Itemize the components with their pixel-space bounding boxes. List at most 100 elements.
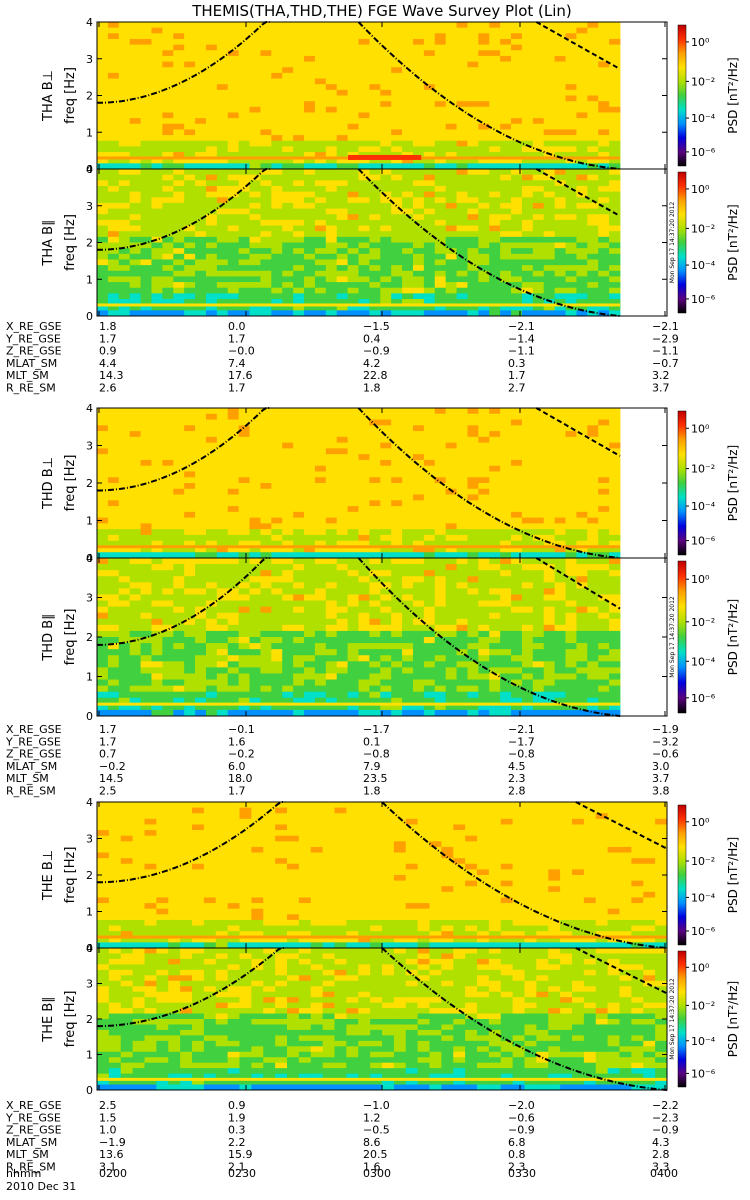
- orbit-value: −0.0: [228, 345, 255, 358]
- colorbar-label: PSD [nT²/Hz]: [726, 57, 740, 133]
- orbit-value: 7.9: [363, 760, 381, 773]
- orbit-table-the: X_RE_GSE 2.5 0.9 −1.0 −2.0 −2.2 Y_RE_GSE 1.5 1.9…: [5, 1099, 679, 1174]
- orbit-value: −0.6: [508, 1111, 535, 1124]
- y-tick-label: 1: [86, 126, 93, 139]
- colorbar-tick-label: 10⁻⁴: [691, 112, 716, 125]
- orbit-row-name: Z_RE_GSE: [6, 1124, 62, 1137]
- orbit-value: −0.5: [363, 1124, 390, 1137]
- orbit-value: 7.4: [228, 357, 246, 370]
- spectrogram-panel-tha-par: 0 1 2 3 4 THA B∥ freq [Hz] 10⁰ 10⁻² 10⁻⁴ 10⁻⁶ PSD […: [41, 163, 740, 323]
- orbit-value: 1.9: [228, 1111, 246, 1124]
- orbit-row-name: MLAT_SM: [6, 1136, 57, 1149]
- orbit-value: 4.3: [652, 1136, 670, 1149]
- orbit-value: −0.9: [363, 345, 390, 358]
- time-axis-label: hhmm: [6, 1167, 41, 1180]
- orbit-value: 2.8: [652, 1148, 670, 1161]
- y-tick-label: 4: [86, 552, 93, 565]
- orbit-value: 3.2: [652, 369, 670, 382]
- orbit-row-name: R_RE_SM: [6, 785, 56, 798]
- orbit-table-tha: X_RE_GSE 1.8 0.0 −1.5 −2.1 −2.1 Y_RE_GSE 1.7 1.7…: [5, 320, 679, 395]
- y-tick-label: 1: [86, 906, 93, 919]
- orbit-value: −1.4: [508, 332, 535, 345]
- y-tick-label: 1: [86, 515, 93, 528]
- y-tick-label: 0: [86, 163, 93, 176]
- y-tick-label: 0: [86, 942, 93, 955]
- orbit-value: 23.5: [363, 772, 388, 785]
- orbit-value: −3.2: [652, 735, 679, 748]
- orbit-value: 14.5: [99, 772, 124, 785]
- orbit-value: 20.5: [363, 1148, 388, 1161]
- orbit-value: 1.7: [228, 332, 246, 345]
- colorbar: [677, 950, 687, 1088]
- orbit-value: 3.7: [652, 772, 670, 785]
- freq-axis-label: freq [Hz]: [63, 455, 78, 512]
- time-tick-label: 0400: [650, 1167, 678, 1180]
- orbit-value: 0.1: [363, 735, 381, 748]
- panel-label: THE B∥: [41, 996, 56, 1042]
- orbit-value: 0.4: [363, 332, 381, 345]
- colorbar-label: PSD [nT²/Hz]: [726, 445, 740, 521]
- time-tick-label: 0200: [99, 1167, 127, 1180]
- colorbar-tick-label: 10⁻⁴: [691, 1035, 716, 1048]
- panel-label: THD B⊥: [41, 457, 56, 510]
- orbit-value: −2.1: [508, 723, 535, 736]
- orbit-row-name: MLAT_SM: [6, 357, 57, 370]
- colorbar-tick-label: 10⁻²: [691, 855, 715, 868]
- orbit-value: −0.8: [363, 748, 390, 761]
- y-tick-label: 1: [86, 1049, 93, 1062]
- orbit-value: 1.8: [363, 785, 381, 798]
- colorbar-label: PSD [nT²/Hz]: [726, 204, 740, 280]
- orbit-value: 0.8: [508, 1148, 526, 1161]
- orbit-row-name: Y_RE_GSE: [5, 332, 61, 345]
- orbit-value: −2.1: [652, 320, 679, 333]
- y-tick-label: 2: [86, 477, 93, 490]
- orbit-value: 6.0: [228, 760, 246, 773]
- colorbar-tick-label: 10⁻⁶: [691, 925, 716, 938]
- orbit-value: 2.6: [99, 382, 117, 395]
- colorbar-label: PSD [nT²/Hz]: [726, 981, 740, 1057]
- orbit-value: −0.2: [228, 748, 255, 761]
- y-tick-label: 0: [86, 310, 93, 323]
- orbit-value: 6.8: [508, 1136, 526, 1149]
- colorbar-tick-label: 10⁻²: [691, 616, 715, 629]
- orbit-value: 1.7: [228, 382, 246, 395]
- colorbar-tick-label: 10⁻⁴: [691, 655, 716, 668]
- freq-axis-label: freq [Hz]: [63, 609, 78, 666]
- colorbar: [677, 804, 687, 946]
- colorbar-tick-label: 10⁰: [691, 961, 710, 974]
- orbit-value: −2.2: [652, 1099, 679, 1112]
- orbit-row-name: MLT_SM: [6, 369, 49, 382]
- spectrogram-panel-the-perp: 0 1 2 3 4 THE B⊥ freq [Hz] 10⁰ 10⁻² 10⁻⁴ 10⁻⁶ PSD […: [41, 796, 740, 955]
- y-tick-label: 4: [86, 402, 93, 415]
- plot-title: THEMIS(THA,THD,THE) FGE Wave Survey Plot…: [191, 2, 572, 20]
- y-tick-label: 3: [86, 200, 93, 213]
- freq-axis-label: freq [Hz]: [63, 214, 78, 271]
- orbit-value: −0.2: [99, 760, 126, 773]
- colorbar-tick-label: 10⁰: [691, 36, 710, 49]
- freq-axis-label: freq [Hz]: [63, 67, 78, 124]
- orbit-value: 2.8: [508, 785, 526, 798]
- orbit-value: −1.9: [99, 1136, 126, 1149]
- colorbar-label: PSD [nT²/Hz]: [726, 599, 740, 675]
- y-tick-label: 4: [86, 163, 93, 176]
- y-tick-label: 0: [86, 710, 93, 723]
- orbit-value: −1.5: [363, 320, 390, 333]
- probe-group-thd: 0 1 2 3 4 THD B⊥ freq [Hz] 10⁰ 10⁻² 10⁻⁴ 10⁻⁶ PSD […: [5, 402, 740, 798]
- colorbar-tick-label: 10⁰: [691, 573, 710, 586]
- orbit-table-thd: X_RE_GSE 1.7 −0.1 −1.7 −2.1 −1.9Y_RE_GSE 1.7 1.…: [5, 723, 679, 798]
- colorbar-tick-label: 10⁻²: [691, 75, 715, 88]
- orbit-row-name: R_RE_SM: [6, 1161, 56, 1174]
- date-label: 2010 Dec 31: [6, 1180, 76, 1193]
- orbit-value: 3.0: [652, 760, 670, 773]
- orbit-value: 3.8: [652, 785, 670, 798]
- timestamp-label: Mon Sep 17 14:37:20 2012: [669, 596, 676, 678]
- colorbar-tick-label: 10⁻⁶: [691, 146, 716, 159]
- orbit-row-name: Z_RE_GSE: [6, 345, 62, 358]
- colorbar-tick-label: 10⁻²: [691, 999, 715, 1012]
- orbit-value: −1.7: [363, 723, 390, 736]
- orbit-value: 3.1: [99, 1161, 117, 1174]
- orbit-value: −2.1: [508, 320, 535, 333]
- orbit-value: 1.5: [99, 1111, 117, 1124]
- freq-axis-label: freq [Hz]: [63, 991, 78, 1048]
